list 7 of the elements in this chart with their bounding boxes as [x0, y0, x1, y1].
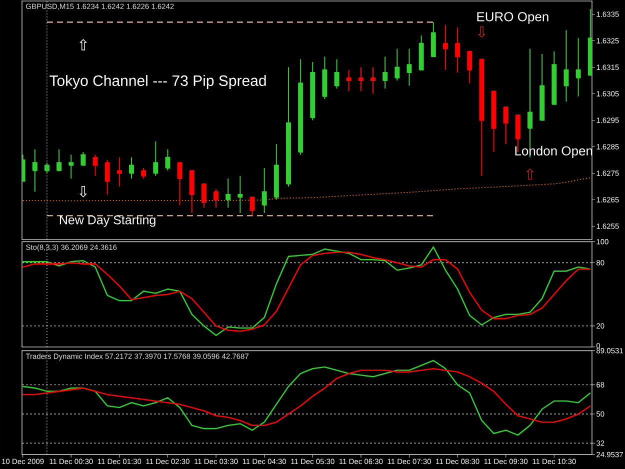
annotation: New Day Starting: [60, 215, 156, 227]
annotation: ⇧: [526, 168, 534, 180]
annotation: ⇧: [80, 39, 87, 50]
annotation: Tokyo Channel --- 73 Pip Spread: [50, 75, 266, 89]
annotation: ⇩: [80, 186, 87, 198]
annotation: ⇩: [478, 26, 486, 38]
annotation: EURO Open: [477, 12, 548, 24]
